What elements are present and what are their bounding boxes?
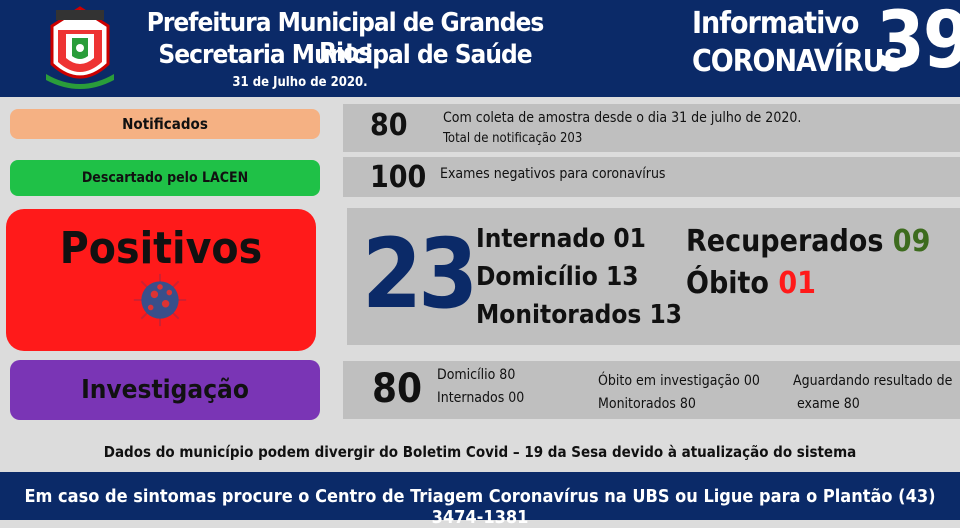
notificados-desc-line2: Total de notificação 203 (443, 131, 583, 146)
header-bar: Prefeitura Municipal de Grandes Rios Sec… (0, 0, 960, 97)
obito-label: Óbito (686, 266, 769, 301)
descartado-desc: Exames negativos para coronavírus (440, 166, 666, 182)
recuperados-label: Recuperados (686, 224, 884, 259)
obito-value: 01 (778, 266, 816, 301)
positivos-internado: Internado 01 (476, 224, 646, 254)
disclaimer-note: Dados do município podem divergir do Bol… (103, 443, 857, 461)
obito-stat: Óbito 01 (686, 266, 816, 301)
issue-number: 39 (876, 0, 960, 86)
investigacao-monitorados: Monitorados 80 (598, 396, 696, 412)
footer-bar: Em caso de sintomas procure o Centro de … (0, 472, 960, 528)
investigacao-panel (343, 361, 960, 419)
descartado-panel (343, 157, 960, 197)
positivos-domicilio: Domicílio 13 (476, 262, 639, 292)
recuperados-stat: Recuperados 09 (686, 224, 930, 259)
investigacao-obito: Óbito em investigação 00 (598, 373, 760, 389)
contact-message: Em caso de sintomas procure o Centro de … (24, 486, 936, 528)
notificados-badge: Notificados (10, 109, 320, 139)
info-subtitle: CORONAVÍRUS (692, 44, 903, 79)
notificados-panel (343, 104, 960, 152)
coronavirus-icon (133, 273, 187, 327)
municipality-title: Prefeitura Municipal de Grandes Rios (146, 8, 545, 68)
investigacao-badge: Investigação (10, 360, 320, 420)
investigacao-count: 80 (372, 366, 423, 412)
bulletin-date: 31 de Julho de 2020. (232, 75, 368, 90)
investigacao-aguardando-line2: exame 80 (797, 396, 860, 412)
notificados-count: 80 (370, 108, 408, 143)
notificados-desc-line1: Com coleta de amostra desde o dia 31 de … (443, 110, 802, 126)
investigacao-aguardando-line1: Aguardando resultado de (793, 373, 953, 389)
municipal-crest-icon (46, 6, 114, 89)
positivos-monitorados: Monitorados 13 (476, 300, 683, 330)
positivos-count: 23 (362, 218, 478, 330)
positivos-panel (347, 208, 960, 345)
department-title: Secretaria Municipal de Saúde (158, 40, 532, 70)
positivos-badge: Positivos (6, 209, 316, 351)
info-title: Informativo (692, 6, 859, 41)
notificados-label: Notificados (122, 115, 208, 133)
descartado-count: 100 (370, 160, 427, 195)
descartado-badge: Descartado pelo LACEN (10, 160, 320, 196)
descartado-label: Descartado pelo LACEN (81, 170, 249, 186)
investigacao-domicilio: Domicílio 80 (437, 367, 516, 383)
investigacao-label: Investigação (81, 375, 249, 405)
positivos-label: Positivos (59, 223, 263, 274)
investigacao-internados: Internados 00 (437, 390, 525, 406)
recuperados-value: 09 (892, 224, 931, 259)
